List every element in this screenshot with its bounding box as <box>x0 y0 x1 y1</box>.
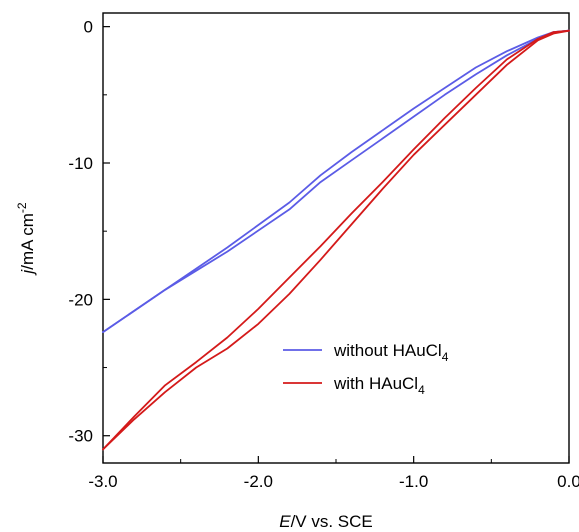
legend-label-subscript: 4 <box>442 350 449 364</box>
legend-label: without HAuCl4 <box>333 341 449 364</box>
y-tick-label: -30 <box>68 427 93 446</box>
legend-label-main: without HAuCl <box>333 341 442 360</box>
legend-label: with HAuCl4 <box>333 374 425 397</box>
legend-label-subscript: 4 <box>418 383 425 397</box>
x-axis-title-symbol: E <box>279 512 291 531</box>
series-line-1-sweep-1 <box>102 29 570 451</box>
plot-frame <box>102 12 570 464</box>
series-line-0-sweep-1 <box>102 29 570 334</box>
y-tick-label: -20 <box>68 290 93 309</box>
x-tick-label: -1.0 <box>399 472 428 491</box>
y-axis-title: j/mA cm-2 <box>15 202 37 275</box>
legend-label-main: with HAuCl <box>333 374 418 393</box>
y-axis-title-superscript: -2 <box>15 202 29 213</box>
x-axis-title: E/V vs. SCE <box>279 512 373 531</box>
plot-area-border <box>102 12 570 464</box>
y-tick-label: -10 <box>68 154 93 173</box>
x-tick-label: 0.0 <box>557 472 579 491</box>
y-axis-title-unit: /mA cm <box>18 213 37 270</box>
axis-titles: E/V vs. SCE j/mA cm-2 <box>15 202 373 531</box>
x-tick-label: -2.0 <box>244 472 273 491</box>
series-line-1-sweep-0 <box>102 29 570 451</box>
y-axis-title-symbol: j <box>18 269 37 276</box>
series-line-0-sweep-0 <box>102 29 570 334</box>
y-tick-label: 0 <box>84 18 93 37</box>
series-lines <box>102 29 570 451</box>
axis-ticks: -3.0 -2.0 -1.0 0.0 0 -10 -20 -30 <box>68 18 579 491</box>
x-axis-title-unit: /V vs. SCE <box>291 512 373 531</box>
x-tick-label: -3.0 <box>88 472 117 491</box>
